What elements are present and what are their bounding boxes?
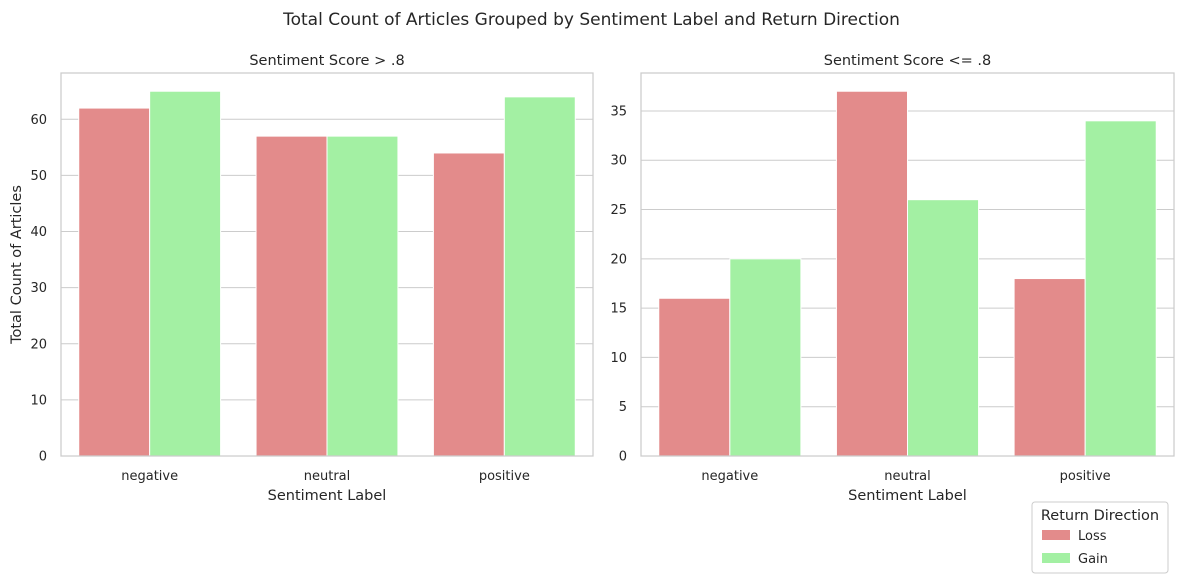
x-tick-label: negative [701, 469, 758, 484]
bar-loss-neutral [835, 90, 909, 457]
y-tick-label: 35 [610, 104, 627, 119]
subplot-high-sentiment: Sentiment Score > .8 0 10 20 30 40 50 60 negat… [9, 53, 594, 504]
figure-title: Total Count of Articles Grouped by Senti… [282, 10, 900, 30]
y-tick-label: 15 [610, 302, 627, 317]
bar-loss-negative [78, 107, 151, 457]
bars [658, 90, 1157, 457]
y-ticks: 0 5 10 15 20 25 30 35 [610, 104, 627, 464]
legend-swatch-loss [1042, 530, 1070, 540]
bar-loss-negative [658, 297, 731, 457]
bar-gain-neutral [326, 135, 399, 457]
x-axis-label: Sentiment Label [848, 488, 967, 504]
bars [78, 90, 576, 457]
subplot-low-sentiment: Sentiment Score <= .8 0 5 10 15 20 25 30 35 neg… [610, 53, 1175, 504]
legend-label-loss: Loss [1078, 529, 1107, 544]
x-tick-label: positive [479, 469, 530, 484]
bar-gain-negative [729, 258, 802, 457]
y-tick-label: 30 [610, 154, 627, 169]
plot-frame [60, 72, 594, 457]
bar-gain-neutral [907, 199, 980, 457]
y-tick-label: 0 [39, 450, 47, 465]
x-tick-label: positive [1060, 469, 1111, 484]
y-tick-label: 25 [610, 203, 627, 218]
bar-loss-positive [1013, 278, 1086, 457]
x-axis-label: Sentiment Label [268, 488, 387, 504]
plot-frame [640, 72, 1175, 457]
legend: Return Direction Loss Gain [1031, 501, 1169, 574]
x-ticks: negative neutral positive [701, 469, 1110, 484]
bar-gain-positive [1084, 120, 1157, 457]
x-tick-label: neutral [304, 469, 351, 484]
y-tick-label: 5 [619, 400, 627, 415]
subplot-title: Sentiment Score > .8 [249, 53, 404, 69]
y-tick-label: 60 [30, 113, 47, 128]
subplot-title: Sentiment Score <= .8 [824, 53, 992, 69]
legend-title: Return Direction [1041, 508, 1159, 524]
legend-swatch-gain [1042, 553, 1070, 563]
x-tick-label: negative [121, 469, 178, 484]
bar-gain-positive [503, 96, 576, 457]
y-tick-label: 30 [30, 281, 47, 296]
bar-loss-positive [432, 152, 505, 457]
y-tick-label: 0 [619, 450, 627, 465]
y-tick-label: 10 [30, 393, 47, 408]
y-ticks: 0 10 20 30 40 50 60 [30, 113, 47, 465]
bar-gain-negative [149, 90, 222, 457]
y-tick-label: 40 [30, 225, 47, 240]
y-tick-label: 20 [30, 337, 47, 352]
y-tick-label: 20 [610, 252, 627, 267]
x-tick-label: neutral [884, 469, 931, 484]
y-axis-label: Total Count of Articles [9, 185, 25, 345]
bar-loss-neutral [255, 135, 328, 457]
legend-label-gain: Gain [1078, 552, 1108, 567]
y-tick-label: 50 [30, 169, 47, 184]
x-ticks: negative neutral positive [121, 469, 530, 484]
y-tick-label: 10 [610, 351, 627, 366]
